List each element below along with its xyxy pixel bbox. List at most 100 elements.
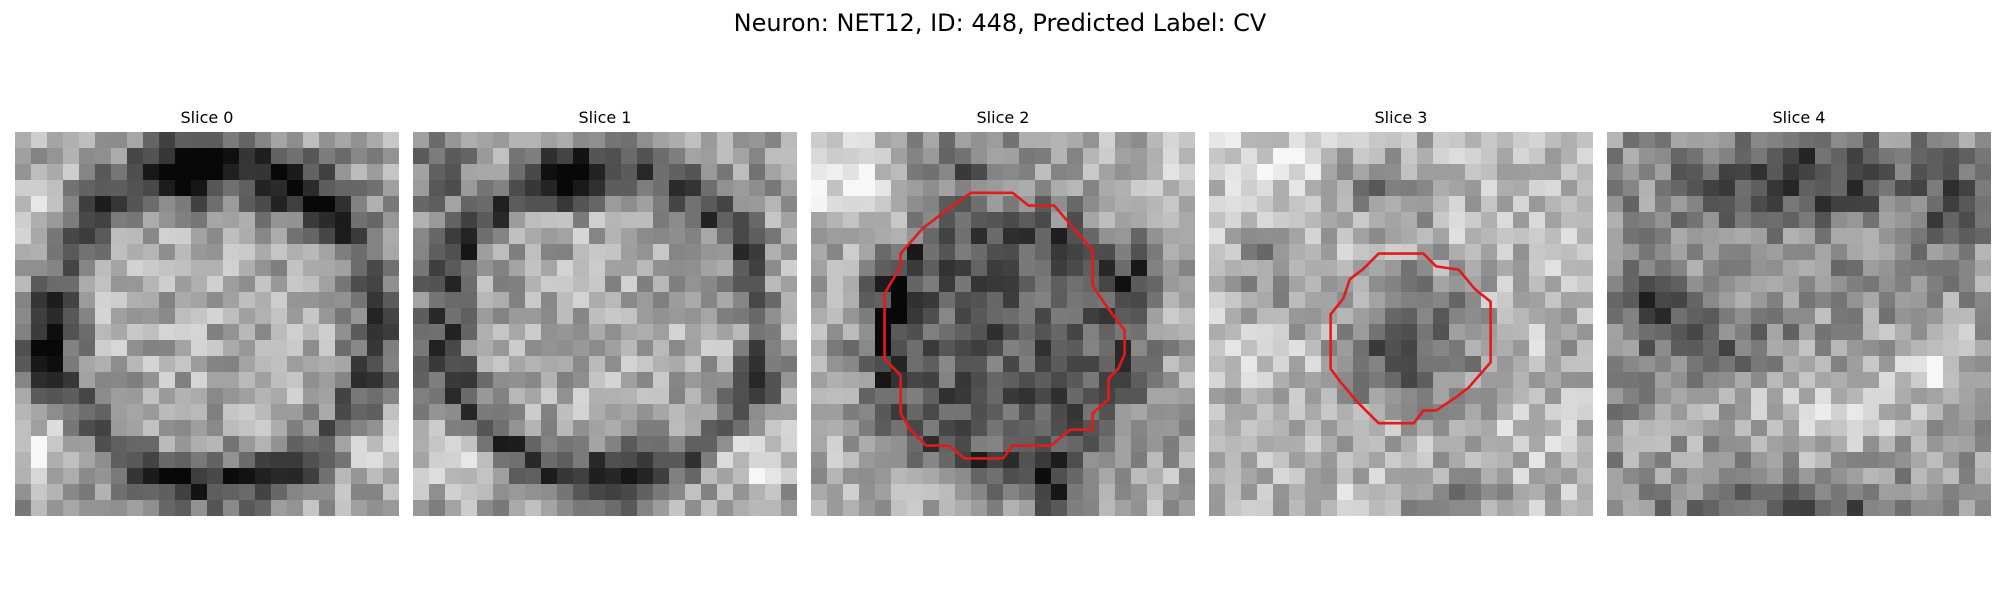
- pixel-cell: [971, 292, 988, 309]
- pixel-cell: [1895, 292, 1912, 309]
- pixel-cell: [1799, 196, 1816, 213]
- pixel-cell: [827, 228, 844, 245]
- pixel-cell: [95, 404, 112, 421]
- pixel-cell: [1639, 340, 1656, 357]
- pixel-cell: [541, 340, 558, 357]
- pixel-cell: [47, 260, 64, 277]
- pixel-cell: [191, 228, 208, 245]
- pixel-cell: [1003, 292, 1020, 309]
- pixel-cell: [637, 196, 654, 213]
- pixel-cell: [669, 276, 686, 293]
- pixel-cell: [811, 244, 828, 261]
- pixel-cell: [1401, 148, 1418, 165]
- pixel-cell: [1703, 356, 1720, 373]
- pixel-cell: [1257, 292, 1274, 309]
- pixel-cell: [287, 260, 304, 277]
- pixel-cell: [1353, 148, 1370, 165]
- pixel-cell: [1529, 388, 1546, 405]
- pixel-cell: [1671, 212, 1688, 229]
- pixel-cell: [1353, 452, 1370, 469]
- pixel-cell: [1719, 164, 1736, 181]
- pixel-cell: [1209, 324, 1226, 341]
- pixel-cell: [621, 324, 638, 341]
- pixel-cell: [1115, 388, 1132, 405]
- pixel-cell: [701, 308, 718, 325]
- pixel-cell: [891, 132, 908, 149]
- pixel-cell: [509, 164, 526, 181]
- pixel-cell: [605, 244, 622, 261]
- pixel-cell: [79, 404, 96, 421]
- pixel-cell: [1051, 420, 1068, 437]
- pixel-cell: [335, 436, 352, 453]
- pixel-cell: [143, 196, 160, 213]
- pixel-cell: [541, 420, 558, 437]
- pixel-cell: [1067, 244, 1084, 261]
- pixel-cell: [1879, 148, 1896, 165]
- pixel-cell: [255, 500, 272, 516]
- pixel-cell: [1815, 164, 1832, 181]
- pixel-cell: [1577, 244, 1593, 261]
- pixel-cell: [1959, 228, 1976, 245]
- pixel-cell: [239, 148, 256, 165]
- pixel-cell: [1369, 436, 1386, 453]
- pixel-cell: [1719, 212, 1736, 229]
- pixel-cell: [191, 324, 208, 341]
- pixel-cell: [749, 196, 766, 213]
- pixel-cell: [1959, 500, 1976, 516]
- pixel-cell: [1577, 164, 1593, 181]
- pixel-cell: [1147, 468, 1164, 485]
- pixel-cell: [1209, 340, 1226, 357]
- pixel-cell: [413, 420, 430, 437]
- pixel-cell: [1863, 372, 1880, 389]
- pixel-cell: [239, 308, 256, 325]
- pixel-cell: [351, 468, 368, 485]
- pixel-cell: [79, 148, 96, 165]
- pixel-cell: [1353, 244, 1370, 261]
- pixel-cell: [1273, 260, 1290, 277]
- pixel-cell: [765, 340, 782, 357]
- pixel-cell: [557, 436, 574, 453]
- pixel-cell: [1147, 132, 1164, 149]
- pixel-cell: [1561, 404, 1578, 421]
- pixel-cell: [733, 196, 750, 213]
- pixel-cell: [637, 260, 654, 277]
- pixel-cell: [445, 340, 462, 357]
- pixel-cell: [461, 132, 478, 149]
- pixel-cell: [1607, 404, 1624, 421]
- pixel-cell: [1369, 452, 1386, 469]
- pixel-cell: [939, 164, 956, 181]
- pixel-cell: [717, 340, 734, 357]
- pixel-cell: [843, 404, 860, 421]
- pixel-cell: [875, 148, 892, 165]
- pixel-cell: [1863, 500, 1880, 516]
- pixel-cell: [271, 308, 288, 325]
- pixel-cell: [1401, 468, 1418, 485]
- pixel-cell: [1671, 340, 1688, 357]
- pixel-cell: [1337, 500, 1354, 516]
- pixel-cell: [653, 276, 670, 293]
- pixel-cell: [573, 212, 590, 229]
- slice-title: Slice 0: [180, 108, 234, 127]
- pixel-cell: [1385, 356, 1402, 373]
- pixel-cell: [749, 468, 766, 485]
- pixel-cell: [1257, 340, 1274, 357]
- pixel-cell: [1735, 404, 1752, 421]
- pixel-cell: [445, 324, 462, 341]
- pixel-cell: [1703, 244, 1720, 261]
- pixel-cell: [509, 180, 526, 197]
- pixel-cell: [859, 228, 876, 245]
- pixel-cell: [733, 436, 750, 453]
- pixel-cell: [1943, 260, 1960, 277]
- pixel-cell: [1131, 436, 1148, 453]
- pixel-cell: [1241, 484, 1258, 501]
- pixel-cell: [1719, 500, 1736, 516]
- pixel-cell: [1481, 452, 1498, 469]
- pixel-cell: [47, 436, 64, 453]
- pixel-cell: [653, 500, 670, 516]
- pixel-cell: [1321, 388, 1338, 405]
- pixel-cell: [653, 308, 670, 325]
- pixel-cell: [1719, 228, 1736, 245]
- pixel-cell: [1895, 276, 1912, 293]
- pixel-cell: [1289, 388, 1306, 405]
- pixel-cell: [63, 308, 80, 325]
